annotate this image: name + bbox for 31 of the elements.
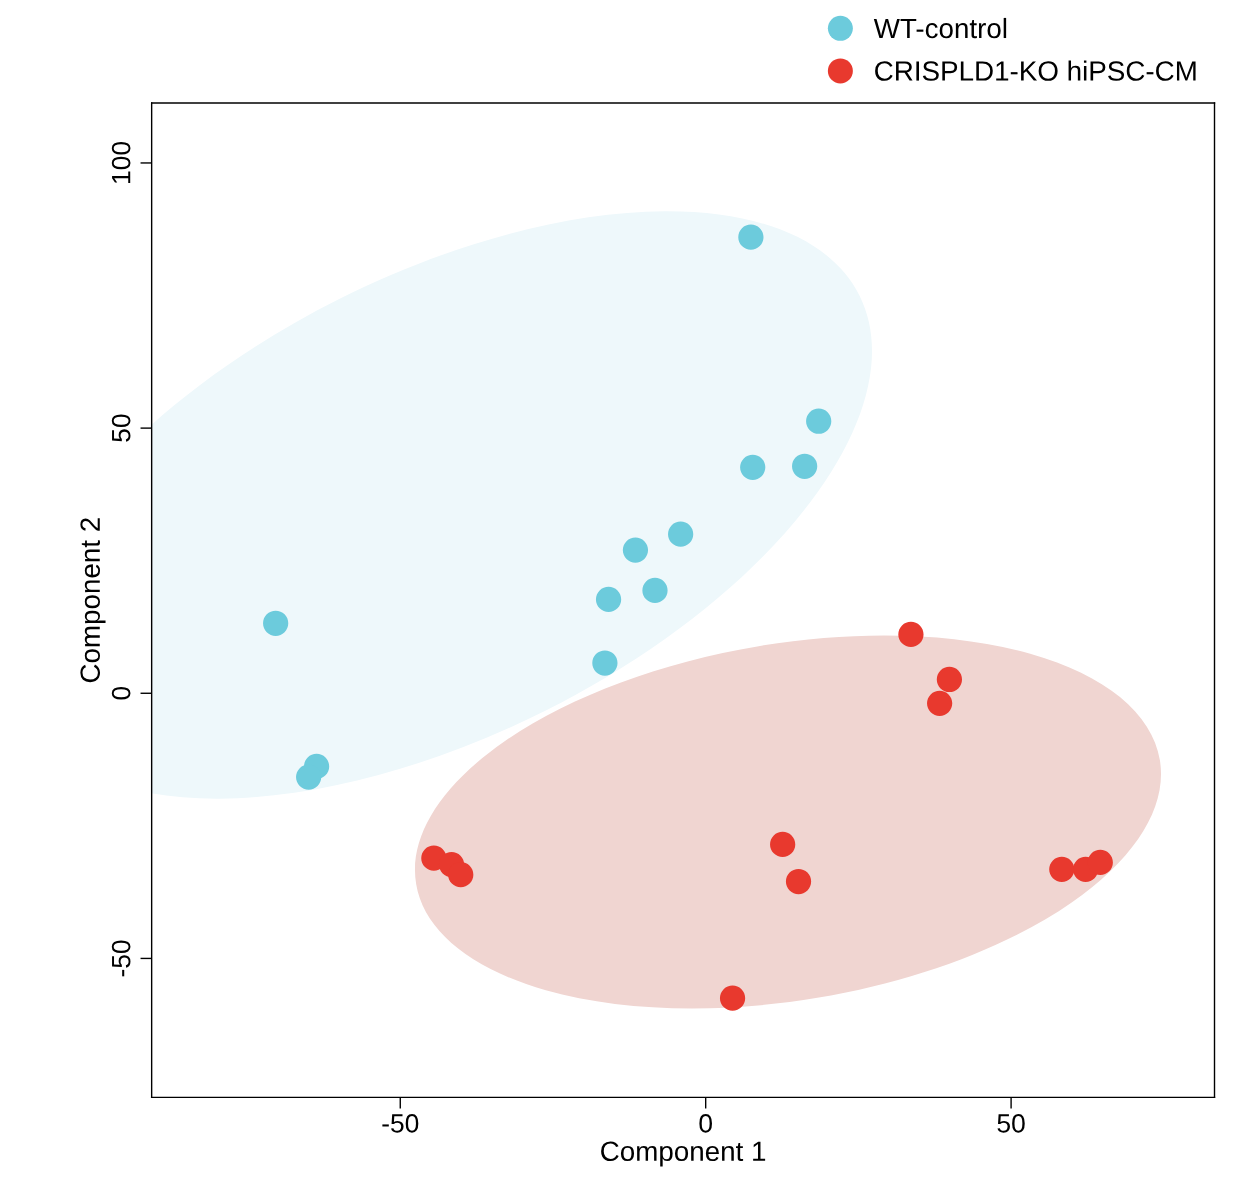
x-tick-label: -50 — [382, 1114, 419, 1133]
point — [719, 985, 746, 1011]
point — [263, 610, 289, 636]
point — [296, 764, 322, 790]
point — [668, 521, 694, 547]
legend-label: WT-control — [873, 17, 1007, 39]
point — [898, 621, 924, 648]
point — [740, 454, 766, 480]
y-axis-title: Component 2 — [80, 518, 106, 683]
x-tick-label: 0 — [699, 1114, 712, 1133]
x-axis-title: Component 1 — [601, 1141, 766, 1167]
y-tick-label: 50 — [111, 414, 131, 442]
point — [1049, 856, 1075, 882]
point — [785, 868, 812, 895]
point — [806, 408, 832, 434]
point — [770, 831, 796, 858]
point — [448, 862, 474, 888]
point — [792, 453, 818, 479]
legend-label: CRISPLD1-KO hiPSC-CM — [875, 60, 1196, 81]
point — [738, 224, 764, 250]
point — [622, 537, 649, 563]
x-tick-label: 50 — [997, 1114, 1025, 1133]
point — [927, 690, 953, 716]
point — [595, 586, 622, 613]
y-tick-label: -50 — [111, 940, 131, 977]
point — [936, 666, 963, 693]
y-tick-label: 100 — [111, 141, 131, 183]
y-tick-label: 0 — [111, 686, 131, 700]
point — [592, 650, 618, 676]
point — [642, 577, 668, 603]
point — [1087, 849, 1113, 876]
